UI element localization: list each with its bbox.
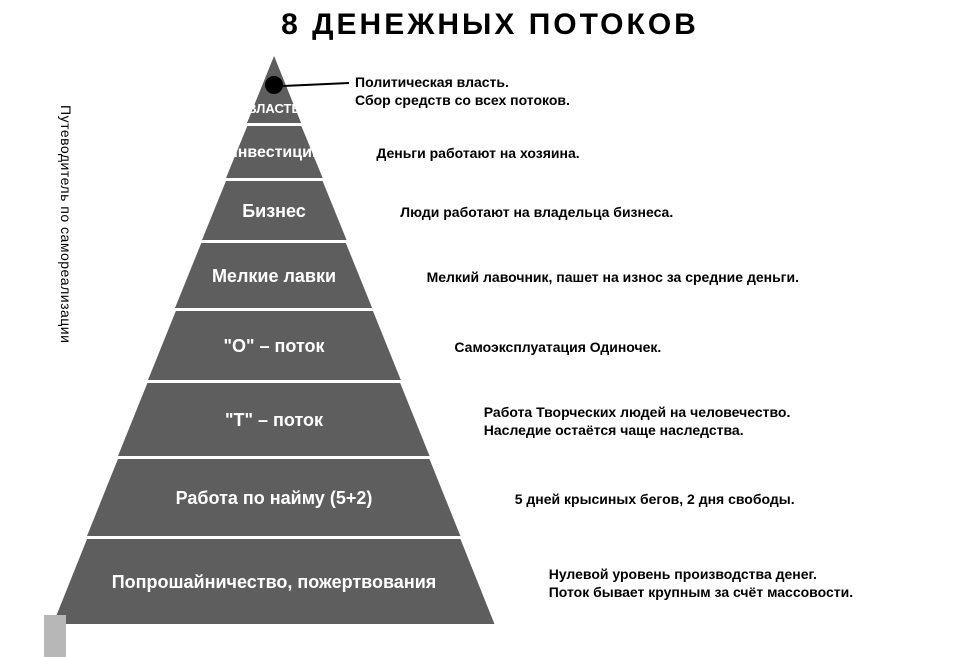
corner-decoration xyxy=(44,615,66,657)
pyramid-level-label: "О" – поток xyxy=(44,336,504,357)
pyramid-level-label: Работа по найму (5+2) xyxy=(44,488,504,509)
pyramid-level-desc: Люди работают на владельца бизнеса. xyxy=(400,204,673,222)
pyramid-level-7: Попрошайничество, пожертвования xyxy=(44,539,504,627)
pyramid-level-desc: Работа Творческих людей на человечество.… xyxy=(484,404,791,439)
pyramid-level-desc: Нулевой уровень производства денег.Поток… xyxy=(549,566,853,601)
apex-dot xyxy=(265,76,283,94)
pyramid-level-desc: Политическая власть.Сбор средств со всех… xyxy=(355,74,570,109)
pyramid-level-6: Работа по найму (5+2) xyxy=(44,459,504,539)
pyramid-level-label: Попрошайничество, пожертвования xyxy=(44,572,504,593)
pyramid-level-desc: Самоэксплуатация Одиночек. xyxy=(454,339,661,357)
pyramid-level-5: "Т" – поток xyxy=(44,383,504,459)
pyramid-level-desc: Мелкий лавочник, пашет на износ за средн… xyxy=(427,269,799,287)
pyramid-level-label: "Т" – поток xyxy=(44,410,504,431)
pyramid-level-desc: 5 дней крысиных бегов, 2 дня свободы. xyxy=(515,491,795,509)
pyramid-level-4: "О" – поток xyxy=(44,311,504,383)
pyramid-level-desc: Деньги работают на хозяина. xyxy=(376,145,579,163)
page-title: 8 ДЕНЕЖНЫХ ПОТОКОВ xyxy=(0,8,980,42)
